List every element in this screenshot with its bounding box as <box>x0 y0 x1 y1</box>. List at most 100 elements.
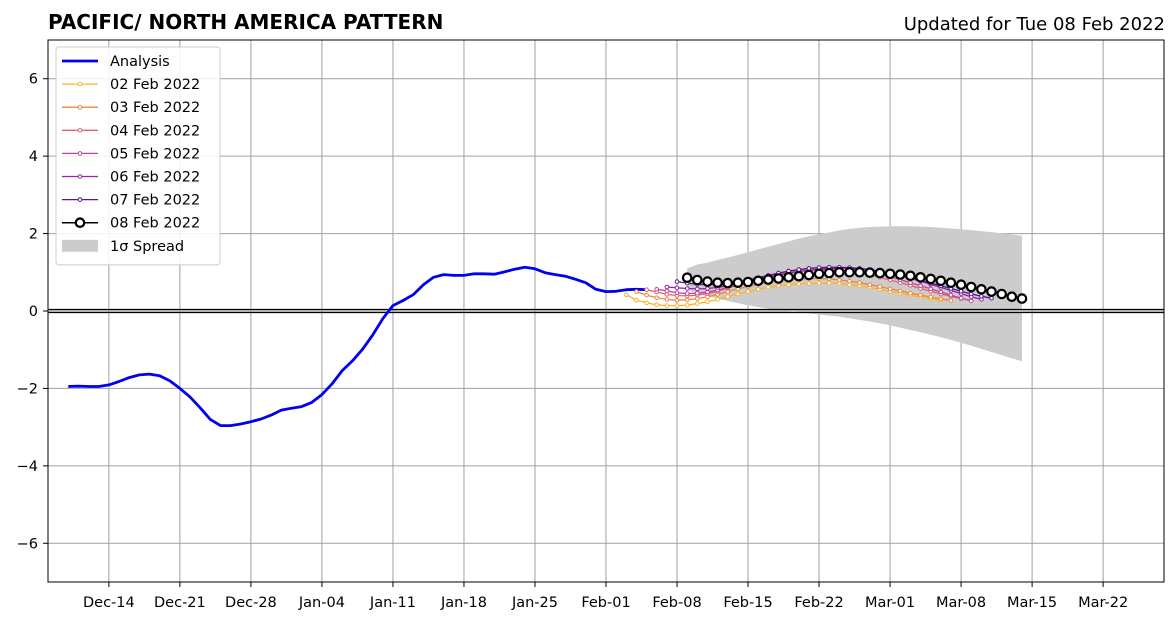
y-tick-label: −2 <box>17 381 38 397</box>
forecast-point <box>654 287 660 292</box>
y-tick-label: 2 <box>29 227 38 243</box>
forecast-point <box>928 294 934 300</box>
legend-label: 06 Feb 2022 <box>110 170 200 186</box>
forecast-point <box>958 289 964 294</box>
forecast-point <box>918 283 923 289</box>
forecast-point <box>674 290 680 296</box>
legend-marker <box>77 151 83 156</box>
y-tick-label: 4 <box>29 149 38 165</box>
forecast-point <box>634 289 639 294</box>
forecast-point <box>664 288 670 294</box>
x-tick-label: Mar-08 <box>936 595 986 611</box>
forecast-point <box>644 300 649 306</box>
forecast-point <box>857 280 862 286</box>
current-forecast-point <box>986 286 997 297</box>
chart-subtitle: Updated for Tue 08 Feb 2022 <box>904 14 1165 35</box>
x-tick-label: Dec-14 <box>83 595 135 611</box>
legend-label: 03 Feb 2022 <box>110 100 200 116</box>
legend-label: 08 Feb 2022 <box>110 216 200 232</box>
x-tick-label: Mar-15 <box>1007 595 1057 611</box>
current-forecast-point <box>732 277 744 288</box>
forecast-point <box>948 298 954 303</box>
forecast-point <box>918 292 923 298</box>
forecast-point <box>695 286 700 292</box>
current-forecast-point <box>884 268 896 280</box>
forecast-point <box>684 291 690 296</box>
forecast-point <box>624 292 629 298</box>
x-tick-label: Feb-08 <box>652 595 701 611</box>
forecast-point <box>786 282 791 288</box>
forecast-point <box>816 280 822 286</box>
legend-marker <box>77 128 83 133</box>
legend-label: 1σ Spread <box>110 239 184 255</box>
legend-marker <box>77 104 83 110</box>
forecast-point <box>938 296 944 302</box>
forecast-point <box>695 290 700 296</box>
forecast-point <box>979 294 984 299</box>
forecast-point <box>958 295 964 301</box>
x-tick-label: Dec-28 <box>225 595 277 611</box>
forecast-point <box>735 291 741 297</box>
current-forecast-point <box>681 272 693 283</box>
forecast-point <box>847 278 852 284</box>
current-forecast-point <box>976 283 987 295</box>
forecast-point <box>837 277 842 283</box>
current-forecast-point <box>965 281 977 293</box>
current-forecast-point <box>925 273 936 285</box>
forecast-point <box>715 297 720 302</box>
forecast-point <box>674 297 680 303</box>
legend-label: 02 Feb 2022 <box>110 77 200 93</box>
current-forecast-point <box>702 276 713 287</box>
x-tick-label: Jan-18 <box>440 595 487 611</box>
forecast-point <box>796 267 802 272</box>
y-tick-label: −4 <box>17 459 38 475</box>
forecast-point <box>806 266 812 271</box>
forecast-point <box>654 302 660 308</box>
forecast-point <box>826 280 832 286</box>
forecast-point <box>877 284 883 289</box>
analysis-line <box>68 265 647 428</box>
forecast-point <box>644 292 649 298</box>
legend-entry: Analysis <box>62 54 170 70</box>
legend-entry: 02 Feb 2022 <box>62 77 200 93</box>
forecast-point <box>644 287 649 293</box>
forecast-point <box>989 295 994 301</box>
forecast-point <box>948 292 954 298</box>
current-forecast-series <box>681 266 1028 304</box>
forecast-point <box>968 291 974 297</box>
x-tick-label: Dec-21 <box>154 595 206 611</box>
legend-entry: 03 Feb 2022 <box>62 100 200 116</box>
current-forecast-point <box>833 266 845 278</box>
current-forecast-point <box>1006 291 1018 302</box>
current-forecast-point <box>691 274 703 286</box>
legend-label: Analysis <box>110 54 170 70</box>
current-forecast-point <box>793 270 805 282</box>
current-forecast-point <box>955 279 967 290</box>
current-forecast-point <box>864 267 876 278</box>
forecast-point <box>674 285 680 291</box>
legend-label: 05 Feb 2022 <box>110 146 200 162</box>
current-forecast-point <box>844 266 855 278</box>
legend-label: 07 Feb 2022 <box>110 193 200 209</box>
forecast-point <box>867 282 873 288</box>
zero-line <box>48 308 1164 314</box>
spread-band-area <box>687 226 1022 362</box>
x-tick-label: Jan-25 <box>511 595 558 611</box>
legend-entry: 05 Feb 2022 <box>62 146 200 162</box>
forecast-point <box>928 286 934 292</box>
x-tick-label: Feb-15 <box>723 595 772 611</box>
current-forecast-point <box>1016 293 1028 304</box>
forecast-point <box>806 281 812 286</box>
current-forecast-point <box>915 271 926 283</box>
y-tick-label: 0 <box>29 304 38 320</box>
forecast-point <box>674 303 680 308</box>
forecast-point <box>654 295 660 301</box>
current-forecast-point <box>803 269 815 281</box>
y-tick-label: 6 <box>29 72 38 88</box>
forecast-point <box>887 286 893 292</box>
forecast-point <box>968 298 974 304</box>
current-forecast-point <box>854 266 865 278</box>
x-tick-label: Mar-22 <box>1078 595 1128 611</box>
forecast-point <box>755 287 761 292</box>
legend-entry: 04 Feb 2022 <box>62 123 200 139</box>
